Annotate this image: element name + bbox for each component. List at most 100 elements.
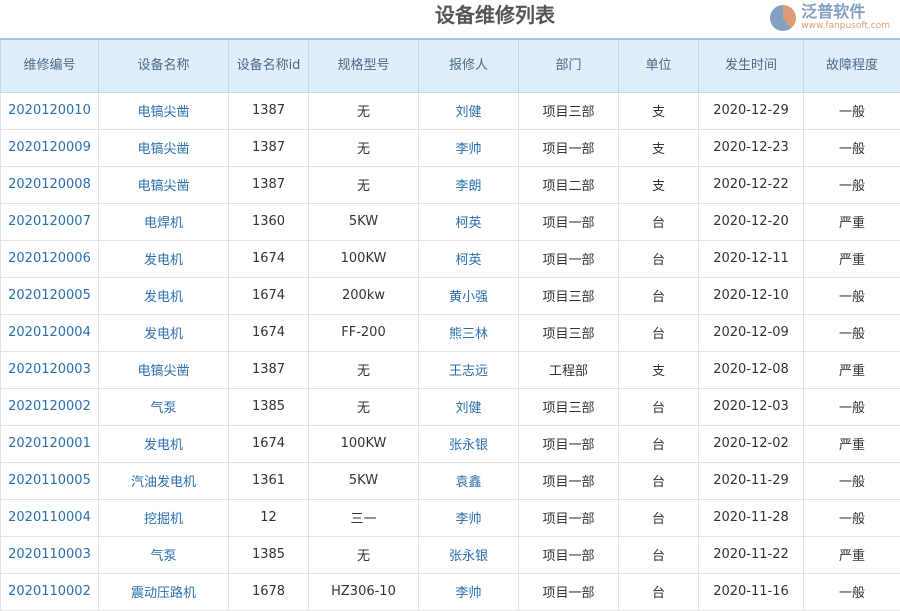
cell-date: 2020-12-20	[699, 203, 804, 240]
cell-equipment-name[interactable]: 气泵	[99, 388, 229, 425]
cell-equipment-id: 1674	[229, 314, 309, 351]
cell-equipment-name[interactable]: 汽油发电机	[99, 462, 229, 499]
cell-repair-id[interactable]: 2020120010	[1, 92, 99, 129]
cell-reporter[interactable]: 黄小强	[419, 277, 519, 314]
cell-date: 2020-12-02	[699, 425, 804, 462]
header-col-reporter[interactable]: 报修人	[419, 39, 519, 92]
header-col-severity[interactable]: 故障程度	[804, 39, 900, 92]
cell-department: 项目一部	[519, 425, 619, 462]
cell-equipment-name[interactable]: 发电机	[99, 425, 229, 462]
cell-unit: 台	[619, 499, 699, 536]
cell-repair-id[interactable]: 2020110002	[1, 573, 99, 610]
header-col-department[interactable]: 部门	[519, 39, 619, 92]
cell-repair-id[interactable]: 2020120005	[1, 277, 99, 314]
cell-equipment-name[interactable]: 挖掘机	[99, 499, 229, 536]
cell-repair-id[interactable]: 2020110005	[1, 462, 99, 499]
cell-equipment-name[interactable]: 电镐尖凿	[99, 166, 229, 203]
cell-repair-id[interactable]: 2020120006	[1, 240, 99, 277]
cell-reporter[interactable]: 柯英	[419, 203, 519, 240]
cell-repair-id[interactable]: 2020120001	[1, 425, 99, 462]
cell-repair-id[interactable]: 2020120003	[1, 351, 99, 388]
cell-department: 项目三部	[519, 277, 619, 314]
cell-reporter[interactable]: 袁鑫	[419, 462, 519, 499]
header-col-equipment-name[interactable]: 设备名称	[99, 39, 229, 92]
cell-repair-id[interactable]: 2020110003	[1, 536, 99, 573]
cell-repair-id[interactable]: 2020120008	[1, 166, 99, 203]
cell-unit: 台	[619, 573, 699, 610]
cell-unit: 支	[619, 92, 699, 129]
cell-reporter[interactable]: 张永银	[419, 536, 519, 573]
cell-date: 2020-12-03	[699, 388, 804, 425]
header-col-unit[interactable]: 单位	[619, 39, 699, 92]
cell-reporter[interactable]: 李帅	[419, 573, 519, 610]
cell-department: 项目一部	[519, 499, 619, 536]
cell-repair-id[interactable]: 2020120004	[1, 314, 99, 351]
cell-repair-id[interactable]: 2020120002	[1, 388, 99, 425]
header-col-equipment-id[interactable]: 设备名称id	[229, 39, 309, 92]
cell-spec: HZ306-10	[309, 573, 419, 610]
header-col-date[interactable]: 发生时间	[699, 39, 804, 92]
header-col-spec[interactable]: 规格型号	[309, 39, 419, 92]
cell-department: 项目一部	[519, 129, 619, 166]
cell-reporter[interactable]: 李帅	[419, 129, 519, 166]
cell-unit: 支	[619, 129, 699, 166]
cell-severity: 一般	[804, 314, 900, 351]
cell-date: 2020-11-29	[699, 462, 804, 499]
cell-severity: 严重	[804, 536, 900, 573]
cell-equipment-name[interactable]: 发电机	[99, 277, 229, 314]
cell-spec: 100KW	[309, 240, 419, 277]
cell-reporter[interactable]: 刘健	[419, 92, 519, 129]
cell-severity: 一般	[804, 166, 900, 203]
cell-severity: 一般	[804, 388, 900, 425]
cell-reporter[interactable]: 李帅	[419, 499, 519, 536]
cell-unit: 支	[619, 351, 699, 388]
cell-unit: 台	[619, 203, 699, 240]
cell-repair-id[interactable]: 2020110004	[1, 499, 99, 536]
cell-equipment-id: 1674	[229, 425, 309, 462]
cell-equipment-name[interactable]: 震动压路机	[99, 573, 229, 610]
cell-unit: 台	[619, 462, 699, 499]
cell-equipment-name[interactable]: 气泵	[99, 536, 229, 573]
cell-reporter[interactable]: 熊三林	[419, 314, 519, 351]
cell-severity: 严重	[804, 425, 900, 462]
cell-date: 2020-11-22	[699, 536, 804, 573]
cell-reporter[interactable]: 张永银	[419, 425, 519, 462]
cell-spec: 无	[309, 388, 419, 425]
cell-reporter[interactable]: 柯英	[419, 240, 519, 277]
cell-equipment-name[interactable]: 发电机	[99, 240, 229, 277]
cell-equipment-id: 1674	[229, 240, 309, 277]
cell-repair-id[interactable]: 2020120007	[1, 203, 99, 240]
cell-repair-id[interactable]: 2020120009	[1, 129, 99, 166]
cell-equipment-name[interactable]: 发电机	[99, 314, 229, 351]
cell-equipment-name[interactable]: 电焊机	[99, 203, 229, 240]
cell-equipment-name[interactable]: 电镐尖凿	[99, 129, 229, 166]
cell-equipment-id: 1387	[229, 129, 309, 166]
cell-severity: 一般	[804, 92, 900, 129]
cell-reporter[interactable]: 王志远	[419, 351, 519, 388]
cell-equipment-id: 1387	[229, 166, 309, 203]
cell-spec: 无	[309, 92, 419, 129]
cell-severity: 一般	[804, 277, 900, 314]
cell-reporter[interactable]: 李朗	[419, 166, 519, 203]
header-col-repair-id[interactable]: 维修编号	[1, 39, 99, 92]
cell-equipment-name[interactable]: 电镐尖凿	[99, 92, 229, 129]
cell-spec: 5KW	[309, 203, 419, 240]
cell-reporter[interactable]: 刘健	[419, 388, 519, 425]
cell-equipment-name[interactable]: 电镐尖凿	[99, 351, 229, 388]
cell-unit: 台	[619, 277, 699, 314]
cell-severity: 严重	[804, 351, 900, 388]
